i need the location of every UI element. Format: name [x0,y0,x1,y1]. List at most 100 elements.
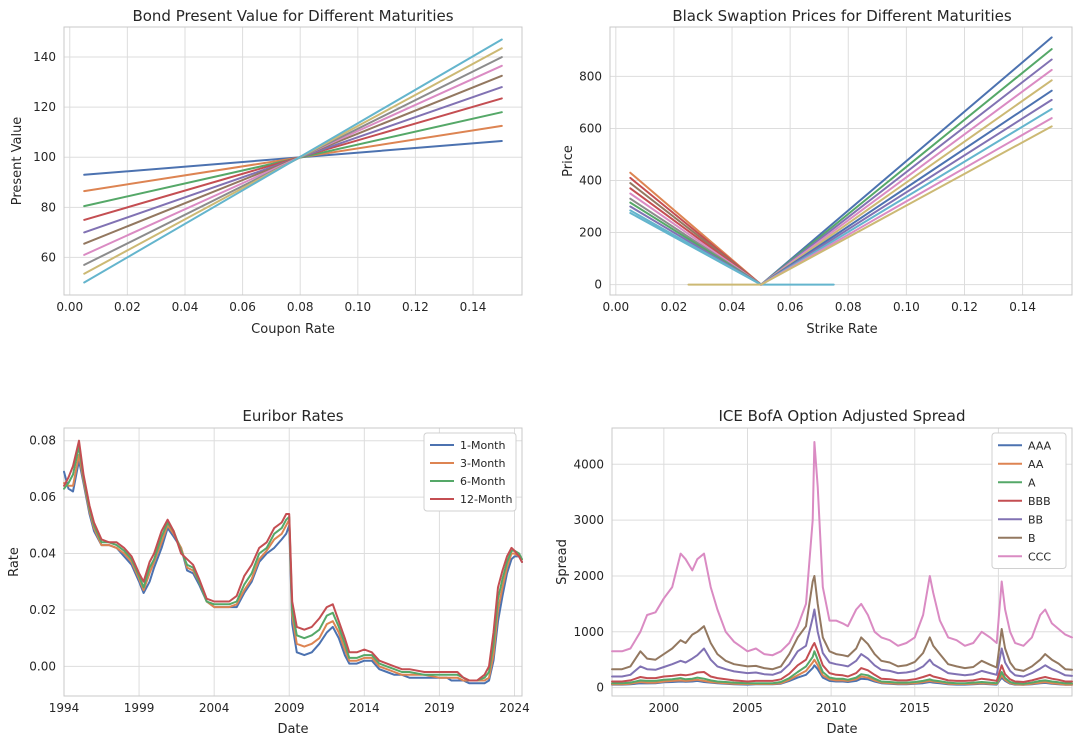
oas-legend-label: AA [1028,458,1044,471]
oas-series-line-ccc [611,441,1073,657]
swaption-x-tick-label: 0.08 [835,300,862,314]
swaption-series-line-call [760,36,1053,286]
swaption-series-line-call [760,125,1053,286]
euribor-legend-label: 6-Month [460,475,505,488]
oas-legend-label: A [1028,476,1036,489]
swaption-y-tick-label: 600 [579,121,602,135]
euribor-legend-label: 1-Month [460,439,505,452]
bond-y-tick-label: 140 [33,50,56,64]
oas-x-tick-label: 2010 [816,701,847,715]
bond-y-tick-label: 120 [33,100,56,114]
swaption-y-axis-label: Price [561,145,576,177]
oas-series-line-aa [611,658,1073,686]
euribor-x-tick-label: 2004 [199,701,230,715]
oas-y-tick-label: 2000 [573,569,604,583]
swaption-x-tick-label: 0.10 [893,300,920,314]
bond-plot-frame [63,26,523,296]
bond-x-tick-label: 0.00 [56,300,83,314]
bond-y-tick-label: 100 [33,150,56,164]
oas-series-line-a [611,650,1073,685]
swaption-y-tick-label: 400 [579,174,602,188]
euribor-series-line-12-month [63,439,523,682]
euribor-y-tick-label: 0.08 [29,434,56,448]
oas-series-line-bbb [611,642,1073,683]
swaption-y-tick-label: 0 [594,278,602,292]
oas-legend-label: B [1028,532,1036,545]
bond-x-tick-label: 0.06 [229,300,256,314]
bond-y-axis-label: Present Value [10,117,25,206]
swaption-x-tick-label: 0.12 [951,300,978,314]
bond-x-tick-label: 0.10 [344,300,371,314]
oas-x-axis-label: Date [826,722,857,737]
euribor-x-tick-label: 1999 [124,701,155,715]
oas-series-line-b [611,575,1073,672]
swaption-plot-frame [609,26,1073,296]
euribor-chart-panel: 1994 1999 2004 2009 2014 2019 2024 0.00 0.02 0.04… [7,407,530,737]
swaption-x-tick-label: 0.00 [602,300,629,314]
swaption-x-tick-label: 0.02 [661,300,688,314]
bond-x-tick-label: 0.04 [172,300,199,314]
euribor-x-axis-label: Date [277,722,308,737]
euribor-y-tick-label: 0.06 [29,490,56,504]
oas-plot-frame [611,427,1073,697]
bond-chart-panel: 0.00 0.02 0.04 0.06 0.08 0.10 0.12 0.14 60 80 100 1… [10,7,523,337]
euribor-legend-label: 3-Month [460,457,505,470]
oas-series-line-aaa [611,664,1073,686]
bond-x-tick-label: 0.08 [287,300,314,314]
swaption-series-line-call [760,108,1053,286]
oas-y-tick-label: 0 [596,681,604,695]
euribor-y-tick-label: 0.02 [29,603,56,617]
oas-y-tick-label: 4000 [573,457,604,471]
swaption-y-tick-label: 200 [579,226,602,240]
oas-x-tick-label: 2000 [649,701,680,715]
swaption-series-line-call [760,89,1053,286]
swaption-series-line-call [760,79,1053,286]
swaption-chart-panel: 0.00 0.02 0.04 0.06 0.08 0.10 0.12 0.14 0 200 400 6… [561,7,1073,337]
euribor-chart-title: Euribor Rates [242,407,343,425]
euribor-legend [423,432,517,512]
euribor-x-tick-label: 2024 [499,701,530,715]
oas-x-tick-label: 2015 [899,701,930,715]
euribor-x-tick-label: 2019 [424,701,455,715]
bond-x-tick-label: 0.14 [460,300,487,314]
bond-y-tick-label: 80 [41,200,56,214]
swaption-series-line-call [760,117,1053,286]
euribor-x-tick-label: 2009 [274,701,305,715]
euribor-x-tick-label: 2014 [349,701,380,715]
bond-y-tick-label: 60 [41,250,56,264]
swaption-chart-title: Black Swaption Prices for Different Matu… [672,7,1012,25]
oas-chart-title: ICE BofA Option Adjusted Spread [719,407,966,425]
swaption-series-line-put [629,212,763,286]
euribor-x-tick-label: 1994 [49,701,80,715]
bond-x-tick-label: 0.12 [402,300,429,314]
oas-y-tick-label: 3000 [573,513,604,527]
swaption-x-axis-label: Strike Rate [806,322,877,337]
bond-x-tick-label: 0.02 [114,300,141,314]
oas-x-tick-label: 2005 [732,701,763,715]
oas-legend [991,432,1067,569]
oas-legend-label: BB [1028,513,1043,526]
bond-chart-title: Bond Present Value for Different Maturit… [132,7,453,25]
oas-legend-label: AAA [1028,439,1052,452]
swaption-x-tick-label: 0.14 [1009,300,1036,314]
euribor-y-tick-label: 0.04 [29,547,56,561]
oas-legend-label: BBB [1028,495,1051,508]
swaption-series-line-call [760,48,1053,286]
bond-series-line-maturity [83,38,503,284]
euribor-legend-label: 12-Month [460,493,512,506]
oas-y-axis-label: Spread [555,539,570,585]
bond-x-axis-label: Coupon Rate [251,322,335,337]
euribor-y-axis-label: Rate [7,547,22,577]
swaption-x-tick-label: 0.04 [719,300,746,314]
euribor-y-tick-label: 0.00 [29,659,56,673]
oas-legend-label: CCC [1028,550,1051,563]
swaption-x-tick-label: 0.06 [777,300,804,314]
oas-y-tick-label: 1000 [573,625,604,639]
swaption-series-line-call [760,98,1053,286]
oas-x-tick-label: 2020 [983,701,1014,715]
swaption-series-line-call [760,58,1053,286]
swaption-series-line-call [760,68,1053,286]
